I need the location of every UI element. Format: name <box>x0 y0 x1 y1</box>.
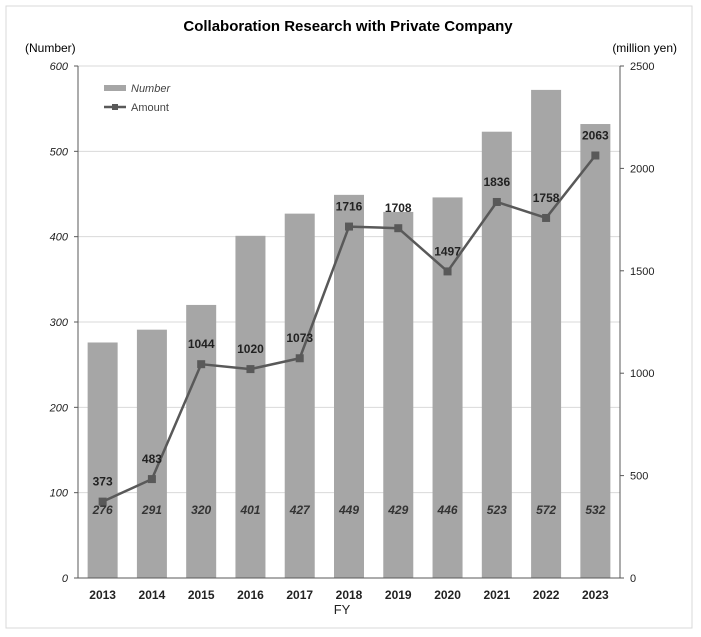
x-tick-label: 2019 <box>385 588 412 602</box>
bar-number-2020 <box>432 197 463 578</box>
amount-marker-2014 <box>147 475 156 484</box>
x-tick-label: 2015 <box>188 588 215 602</box>
amount-data-label: 1716 <box>336 200 363 214</box>
amount-data-label: 1836 <box>483 175 510 189</box>
left-tick-label: 0 <box>62 573 69 585</box>
gridlines <box>78 65 620 494</box>
x-tick-label: 2023 <box>582 588 609 602</box>
number-data-label: 446 <box>437 503 458 517</box>
bar-number-2013 <box>87 342 118 578</box>
right-tick-label: 0 <box>630 573 636 585</box>
legend-number-label: Number <box>131 83 171 95</box>
amount-data-label: 1758 <box>533 191 560 205</box>
left-tick-label: 500 <box>50 146 69 158</box>
legend: Number Amount <box>104 83 171 114</box>
bar-number-2017 <box>284 213 315 579</box>
number-data-label: 523 <box>487 503 507 517</box>
bar-number-2019 <box>383 211 414 579</box>
right-tick-label: 2500 <box>630 61 654 73</box>
left-axis-unit: (Number) <box>25 41 76 55</box>
number-data-label: 401 <box>239 503 260 517</box>
bar-number-2022 <box>531 89 562 578</box>
x-tick-label: 2020 <box>434 588 461 602</box>
x-tick-label: 2013 <box>89 588 116 602</box>
legend-amount-marker <box>112 104 118 110</box>
left-tick-label: 400 <box>50 232 69 244</box>
right-axis-unit: (million yen) <box>612 41 677 55</box>
number-data-label: 429 <box>387 503 408 517</box>
x-tick-label: 2014 <box>139 588 166 602</box>
left-tick-label: 200 <box>49 402 69 414</box>
number-data-label: 291 <box>141 503 162 517</box>
amount-marker-2015 <box>197 360 206 369</box>
amount-marker-2023 <box>591 151 600 160</box>
amount-data-label: 373 <box>93 475 113 489</box>
number-data-label: 427 <box>289 503 311 517</box>
amount-data-label: 1708 <box>385 201 412 215</box>
amount-marker-2013 <box>98 497 107 506</box>
bar-number-2023 <box>580 124 611 578</box>
bar-number-2016 <box>235 235 266 578</box>
bar-number-2015 <box>186 304 217 578</box>
amount-marker-2021 <box>492 197 501 206</box>
number-data-label: 532 <box>585 503 605 517</box>
left-tick-label: 300 <box>50 317 69 329</box>
number-data-label: 320 <box>191 503 211 517</box>
amount-marker-2022 <box>542 213 551 222</box>
bar-series <box>87 89 611 579</box>
x-tick-label: 2017 <box>286 588 313 602</box>
axes: 0 100 200 300 400 500 600 0 500 1000 1500 2000 2500 2… <box>49 61 655 602</box>
bar-number-2018 <box>334 194 364 578</box>
x-tick-label: 2021 <box>483 588 510 602</box>
right-tick-label: 1500 <box>630 266 654 278</box>
amount-marker-2016 <box>246 365 255 374</box>
left-tick-label: 600 <box>50 61 69 73</box>
line-series <box>98 151 600 506</box>
amount-marker-2020 <box>443 267 452 276</box>
amount-marker-2018 <box>345 222 353 231</box>
number-data-label: 572 <box>536 503 556 517</box>
number-data-label: 449 <box>338 503 359 517</box>
amount-marker-2017 <box>295 354 304 363</box>
amount-marker-2019 <box>394 224 403 233</box>
number-data-label: 276 <box>92 503 113 517</box>
right-tick-label: 1000 <box>630 368 654 380</box>
x-tick-label: 2016 <box>237 588 264 602</box>
amount-data-label: 483 <box>142 452 162 466</box>
x-axis-label: FY <box>334 602 351 617</box>
chart-title: Collaboration Research with Private Comp… <box>183 18 513 35</box>
x-tick-label: 2018 <box>336 588 363 602</box>
amount-data-label: 1044 <box>188 337 215 351</box>
left-tick-label: 100 <box>50 488 69 500</box>
amount-data-label: 1497 <box>434 244 461 258</box>
x-tick-label: 2022 <box>533 588 560 602</box>
right-tick-label: 2000 <box>630 163 654 175</box>
amount-data-label: 1073 <box>286 331 313 345</box>
amount-data-label: 1020 <box>237 342 264 356</box>
legend-number-swatch <box>104 85 126 91</box>
legend-amount-label: Amount <box>131 102 169 114</box>
right-tick-label: 500 <box>630 471 648 483</box>
data-labels: 276 291 320 401 427 449 429 446 523 572 532 373 483 1… <box>92 128 609 517</box>
amount-data-label: 2063 <box>582 128 609 142</box>
